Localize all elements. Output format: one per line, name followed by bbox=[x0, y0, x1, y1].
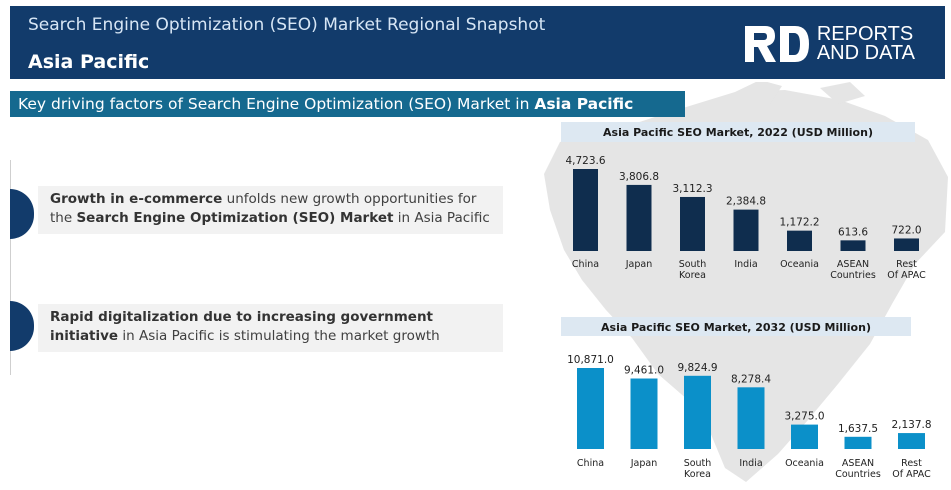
chart-2022-category-label: South Korea bbox=[679, 259, 707, 281]
chart-2032-category-label: China bbox=[577, 458, 604, 469]
factor-2-text-1: in Asia Pacific is stimulating the marke… bbox=[118, 328, 440, 344]
timeline-line bbox=[10, 160, 11, 375]
chart-2032-value-label: 10,871.0 bbox=[567, 354, 614, 366]
chart-2022-value-label: 2,384.8 bbox=[726, 196, 766, 208]
chart-2032-value-label: 1,637.5 bbox=[838, 423, 878, 435]
chart-2022-bar bbox=[573, 169, 598, 251]
chart-2032-category-label: Japan bbox=[630, 458, 658, 469]
chart-2022-value-label: 3,806.8 bbox=[619, 171, 659, 183]
chart-2022-category-label: China bbox=[572, 259, 599, 270]
chart-2022-value-label: 722.0 bbox=[891, 224, 921, 236]
chart-2032-value-label: 3,275.0 bbox=[784, 411, 824, 423]
chart-2022-value-label: 3,112.3 bbox=[672, 183, 712, 195]
chart-2022-value-label: 4,723.6 bbox=[565, 155, 605, 167]
chart-2022-category-label: India bbox=[734, 259, 757, 270]
logo-line-1: REPORTS bbox=[816, 23, 914, 45]
factor-1-bold-1: Growth in e-commerce bbox=[50, 191, 223, 207]
chart-2022-bar bbox=[840, 240, 866, 251]
chart-2032-value-label: 8,278.4 bbox=[731, 373, 771, 385]
chart-2032-category-label: South Korea bbox=[684, 458, 712, 480]
factor-2: Rapid digitalization due to increasing g… bbox=[38, 304, 503, 352]
chart-2022-value-label: 613.6 bbox=[838, 226, 868, 238]
chart-2032-category-label: Oceania bbox=[785, 458, 824, 469]
chart-2022-bar bbox=[626, 184, 652, 251]
chart-2032-bar bbox=[844, 436, 872, 449]
reports-and-data-logo: REPORTS AND DATA bbox=[743, 23, 915, 65]
chart-2032-title: Asia Pacific SEO Market, 2032 (USD Milli… bbox=[561, 317, 911, 336]
chart-2022-category-label: Oceania bbox=[780, 259, 819, 270]
factor-1-marker bbox=[10, 189, 34, 239]
chart-2022-bar bbox=[733, 209, 759, 251]
chart-2032-value-label: 2,137.8 bbox=[891, 419, 931, 431]
chart-2032-bar bbox=[684, 375, 711, 449]
chart-2032-bar bbox=[898, 433, 925, 449]
chart-2032-category-label: ASEAN Countries bbox=[835, 458, 881, 480]
chart-2022-bar bbox=[680, 196, 705, 251]
banner-text: Key driving factors of Search Engine Opt… bbox=[18, 95, 535, 113]
chart-2032-bar bbox=[577, 368, 604, 449]
snapshot-header: Search Engine Optimization (SEO) Market … bbox=[10, 6, 945, 79]
chart-2032-bar bbox=[737, 387, 765, 449]
chart-2032-category-label: India bbox=[739, 458, 762, 469]
factor-1-text-2: in Asia Pacific bbox=[393, 210, 490, 226]
chart-2032-value-label: 9,461.0 bbox=[624, 365, 664, 377]
logo-line-2: AND DATA bbox=[816, 42, 915, 64]
factor-1-text-1: unfolds new growth opportunities for the bbox=[50, 191, 477, 226]
factor-2-bold-1: Rapid digitalization due to increasing g… bbox=[50, 309, 434, 344]
chart-2032-bar bbox=[630, 378, 658, 449]
chart-2022-bar bbox=[894, 238, 919, 251]
chart-2022-category-label: ASEAN Countries bbox=[830, 259, 876, 281]
chart-2032-value-label: 9,824.9 bbox=[677, 362, 717, 374]
chart-2022-category-label: Japan bbox=[625, 259, 653, 270]
chart-2022-value-label: 1,172.2 bbox=[779, 217, 819, 229]
banner-highlight: Asia Pacific bbox=[534, 95, 634, 113]
chart-2032-category-label: Rest Of APAC bbox=[892, 458, 931, 480]
chart-2032-bar bbox=[791, 424, 818, 449]
chart-2022-title: Asia Pacific SEO Market, 2022 (USD Milli… bbox=[561, 122, 915, 142]
chart-2022-bar bbox=[787, 230, 812, 251]
chart-2022: 4,723.6 China 3,806.8 Japan 3,112.3 South Kore… bbox=[565, 155, 926, 281]
key-factors-banner: Key driving factors of Search Engine Opt… bbox=[10, 91, 685, 117]
header-title: Search Engine Optimization (SEO) Market … bbox=[28, 15, 546, 35]
chart-2032: 10,871.0 China 9,461.0 Japan 9,824.9 South Kor… bbox=[567, 354, 931, 480]
rd-logo-icon bbox=[744, 26, 809, 62]
factor-1: Growth in e-commerce unfolds new growth … bbox=[38, 186, 503, 234]
chart-2022-category-label: Rest Of APAC bbox=[887, 259, 926, 281]
header-region: Asia Pacific bbox=[28, 51, 150, 73]
factor-2-marker bbox=[10, 301, 34, 351]
factor-1-bold-2: Search Engine Optimization (SEO) Market bbox=[76, 210, 394, 226]
